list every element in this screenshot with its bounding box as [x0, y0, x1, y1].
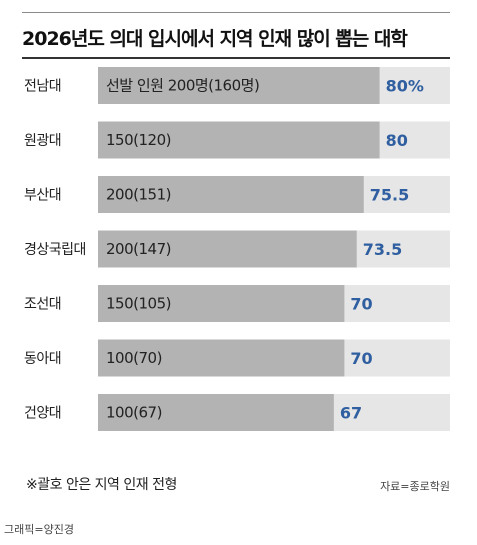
bar-5 [98, 339, 345, 377]
bar-label-4: 150(105) [106, 295, 171, 313]
bar-6 [98, 394, 334, 431]
footnote: ※괄호 안은 지역 인재 전형 [26, 477, 177, 493]
value-label-3: 73.5 [363, 240, 402, 259]
category-label-4: 조선대 [24, 297, 61, 313]
bar-label-6: 100(67) [106, 404, 162, 422]
bar-4 [98, 285, 345, 322]
value-label-6: 67 [340, 404, 362, 423]
value-label-2: 75.5 [370, 186, 409, 205]
category-label-6: 건양대 [24, 406, 61, 422]
bar-label-0: 선발 인원 200명(160명) [106, 77, 259, 95]
bar-label-1: 150(120) [106, 131, 171, 149]
graphic-credit: 그래픽=양진경 [4, 523, 74, 536]
category-label-1: 원광대 [24, 133, 61, 149]
category-label-2: 부산대 [24, 188, 61, 204]
bar-label-5: 100(70) [106, 349, 162, 367]
category-label-3: 경상국립대 [24, 242, 86, 258]
bar-label-2: 200(151) [106, 186, 171, 204]
category-label-0: 전남대 [24, 79, 61, 95]
bar-label-3: 200(147) [106, 240, 171, 258]
value-label-0: 80% [386, 77, 424, 96]
value-label-5: 70 [350, 349, 372, 368]
bar-0 [98, 67, 380, 104]
bar-3 [98, 230, 357, 268]
value-label-4: 70 [350, 295, 372, 314]
chart-title: 2026년도 의대 입시에서 지역 인재 많이 뽑는 대학 [22, 28, 408, 50]
bar-2 [98, 176, 364, 213]
value-label-1: 80 [386, 131, 408, 150]
top-rule [22, 12, 450, 13]
source-label: 자료=종로학원 [380, 480, 450, 493]
bar-1 [98, 121, 380, 159]
category-label-5: 동아대 [24, 351, 61, 367]
title-rule [22, 57, 450, 59]
